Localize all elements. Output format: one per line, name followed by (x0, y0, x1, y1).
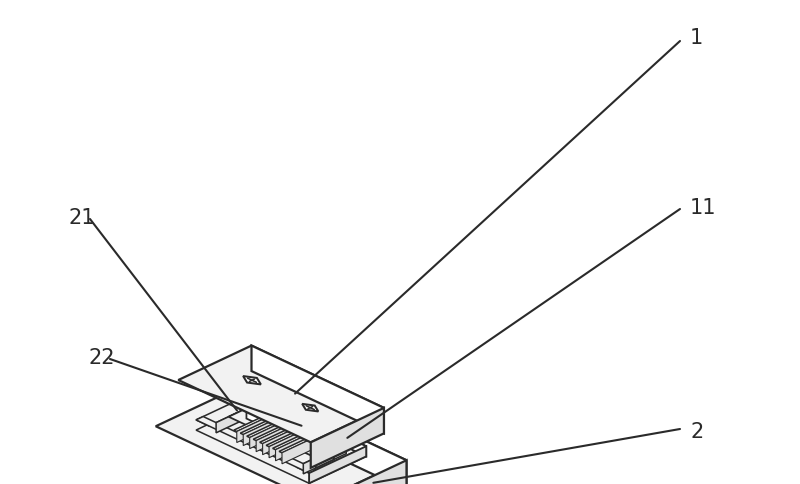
Polygon shape (246, 417, 264, 436)
Polygon shape (246, 393, 366, 450)
Polygon shape (296, 440, 366, 473)
Polygon shape (243, 414, 286, 446)
Text: 11: 11 (690, 197, 717, 217)
Text: 21: 21 (68, 208, 94, 227)
Polygon shape (259, 403, 346, 454)
Polygon shape (275, 430, 318, 461)
Polygon shape (229, 408, 264, 425)
Polygon shape (254, 419, 299, 441)
Polygon shape (262, 424, 306, 455)
Text: 1: 1 (690, 28, 703, 48)
Polygon shape (318, 460, 406, 484)
Text: 2: 2 (690, 421, 703, 441)
Polygon shape (322, 431, 325, 444)
Polygon shape (196, 417, 316, 473)
Polygon shape (290, 416, 293, 428)
Polygon shape (253, 393, 366, 456)
Polygon shape (251, 346, 384, 434)
Polygon shape (309, 425, 312, 438)
Polygon shape (316, 450, 334, 468)
Polygon shape (240, 413, 286, 435)
Polygon shape (310, 408, 384, 468)
Polygon shape (277, 410, 280, 423)
Polygon shape (216, 403, 259, 433)
Polygon shape (315, 428, 318, 441)
Text: 22: 22 (88, 348, 114, 367)
Polygon shape (256, 421, 299, 452)
Polygon shape (302, 404, 318, 411)
Polygon shape (234, 410, 280, 432)
Polygon shape (246, 416, 293, 438)
Polygon shape (303, 443, 346, 474)
Polygon shape (273, 428, 318, 450)
Polygon shape (246, 408, 264, 427)
Polygon shape (269, 427, 312, 458)
Polygon shape (266, 425, 312, 447)
Polygon shape (237, 411, 280, 443)
Polygon shape (309, 446, 366, 484)
Polygon shape (196, 403, 366, 484)
Polygon shape (282, 433, 325, 464)
Polygon shape (283, 413, 286, 425)
Polygon shape (298, 441, 334, 458)
Polygon shape (243, 376, 261, 385)
Polygon shape (279, 431, 325, 453)
Polygon shape (156, 384, 406, 484)
Polygon shape (250, 418, 293, 449)
Polygon shape (302, 422, 306, 435)
Polygon shape (316, 441, 334, 460)
Polygon shape (245, 384, 406, 484)
Polygon shape (178, 346, 384, 442)
Polygon shape (296, 419, 299, 432)
Polygon shape (260, 422, 306, 444)
Polygon shape (196, 393, 266, 426)
